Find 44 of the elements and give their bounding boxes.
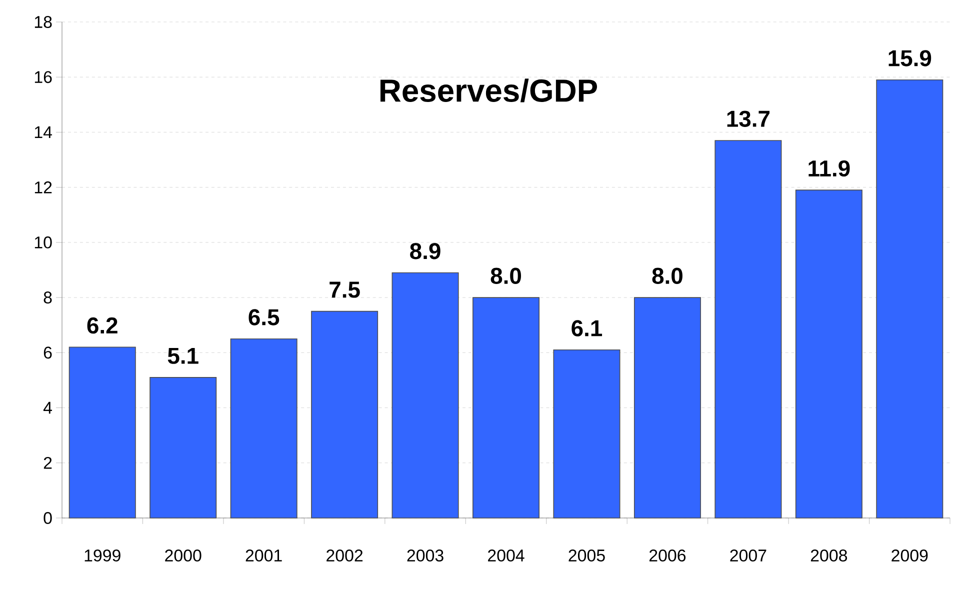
bar (472, 297, 540, 518)
data-label: 8.0 (652, 268, 682, 284)
x-tick-label: 2007 (730, 550, 766, 562)
data-label: 11.9 (808, 160, 850, 177)
text: Reserves/GDP (380, 78, 597, 102)
bar (392, 272, 459, 518)
bar (634, 297, 701, 518)
bar (553, 349, 620, 518)
data-label: 7.5 (330, 282, 360, 298)
data-label: 13.7 (727, 110, 770, 127)
bar (150, 377, 217, 518)
y-tick-label: 18 (34, 16, 52, 28)
data-label: 5.1 (168, 348, 198, 364)
y-tick-label: 4 (43, 402, 52, 414)
data-label: 15.9 (888, 50, 932, 66)
x-tick-label: 2002 (326, 550, 363, 562)
bar (311, 310, 378, 518)
data-label: 6.1 (572, 320, 602, 336)
x-tick-label: 2004 (488, 550, 524, 562)
y-tick-label: 16 (34, 71, 52, 84)
y-tick-label: 14 (34, 126, 52, 138)
data-label: 6.5 (248, 309, 280, 326)
y-tick-label: 2 (44, 456, 52, 469)
y-tick-label: 10 (34, 236, 52, 248)
data-label: 6.2 (87, 317, 118, 334)
x-tick-label: 1999 (84, 550, 120, 562)
bar (230, 338, 298, 518)
x-tick-label: 2003 (407, 550, 444, 562)
x-tick-label: 2009 (892, 550, 928, 562)
x-tick-label: 2000 (165, 550, 202, 562)
x-tick-label: 2005 (568, 550, 605, 562)
bar (876, 79, 944, 518)
data-label: 8.0 (490, 268, 522, 284)
bar (795, 190, 862, 518)
bar (714, 140, 782, 518)
x-tick-label: 2008 (810, 550, 848, 562)
x-tick-label: 2006 (649, 550, 686, 562)
y-tick-label: 0 (44, 512, 52, 524)
x-tick-label: 2001 (246, 550, 282, 562)
data-label: 8.9 (410, 243, 440, 260)
y-tick-label: 8 (44, 292, 52, 304)
y-tick-label: 12 (34, 181, 52, 194)
bar (68, 346, 136, 518)
y-tick-label: 6 (44, 346, 52, 359)
